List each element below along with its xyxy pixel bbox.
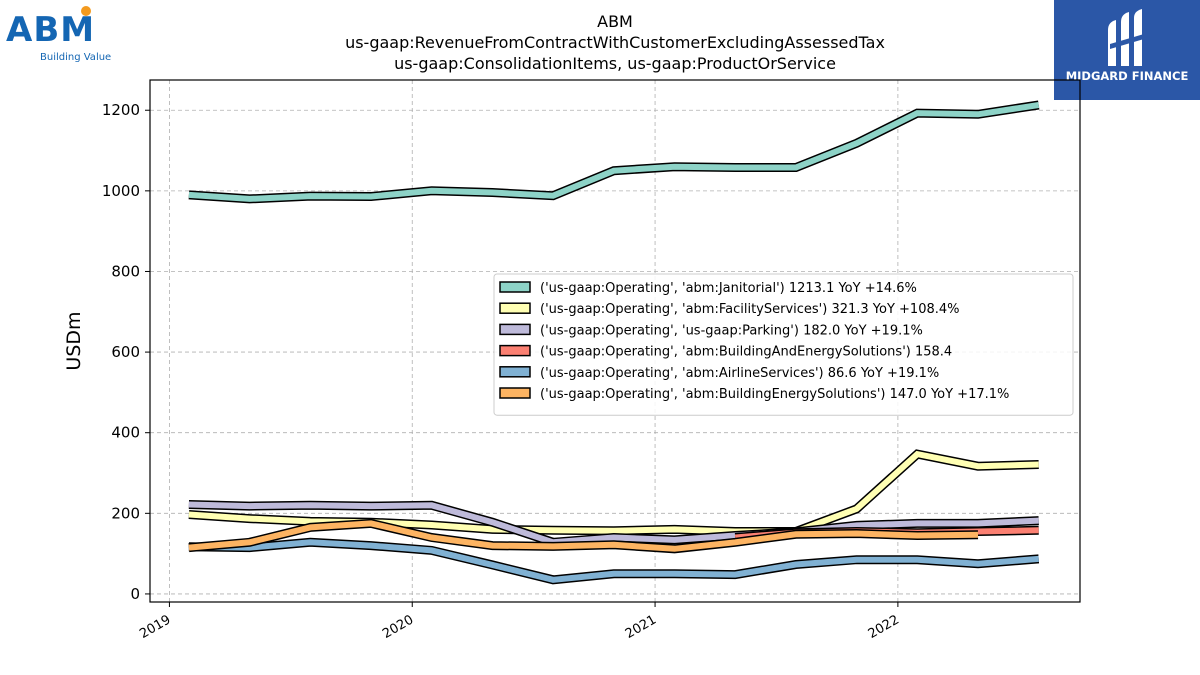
y-tick-label: 1000 xyxy=(102,182,140,200)
legend-item: ('us-gaap:Operating', 'abm:BuildingAndEn… xyxy=(499,344,952,360)
legend-item: ('us-gaap:Operating', 'us-gaap:Parking')… xyxy=(499,323,923,338)
midgard-finance-logo: MIDGARD FINANCE xyxy=(1054,0,1200,100)
series-1 xyxy=(188,100,1040,204)
midgard-finance-wordmark: MIDGARD FINANCE xyxy=(1065,69,1189,83)
y-tick-label: 0 xyxy=(130,585,140,603)
series-line xyxy=(188,539,1039,583)
legend-label: ('us-gaap:Operating', 'us-gaap:Parking')… xyxy=(540,323,923,338)
series-3 xyxy=(188,500,1039,547)
chart-title-line-3: us-gaap:ConsolidationItems, us-gaap:Prod… xyxy=(394,54,836,73)
y-tick-label: 400 xyxy=(111,424,140,442)
abm-logo-wordmark: ABM xyxy=(6,10,96,50)
chart-title-line-2: us-gaap:RevenueFromContractWithCustomerE… xyxy=(345,33,885,52)
abm-logo: ABM Building Value xyxy=(6,6,116,66)
series-line xyxy=(188,102,1040,202)
legend-item: ('us-gaap:Operating', 'abm:Janitorial') … xyxy=(499,281,917,296)
series-5 xyxy=(188,537,1040,585)
legend-label: ('us-gaap:Operating', 'abm:BuildingEnerg… xyxy=(540,387,1009,402)
y-tick-label: 800 xyxy=(111,262,140,280)
x-tick-label: 2020 xyxy=(380,612,416,642)
legend-item: ('us-gaap:Operating', 'abm:BuildingEnerg… xyxy=(499,387,1009,402)
y-tick-label: 1200 xyxy=(102,101,140,119)
chart-legend: ('us-gaap:Operating', 'abm:Janitorial') … xyxy=(493,273,1074,416)
legend-item: ('us-gaap:Operating', 'abm:FacilityServi… xyxy=(499,302,960,317)
abm-logo-tagline: Building Value xyxy=(40,52,112,63)
chart-title: ABM us-gaap:RevenueFromContractWithCustom… xyxy=(345,12,885,73)
x-axis: 2019 2020 2021 2022 xyxy=(137,602,902,642)
series-line xyxy=(188,501,1039,546)
legend-swatch xyxy=(499,323,531,336)
y-axis: 0 200 400 600 800 1000 1200 xyxy=(102,101,150,603)
legend-swatch xyxy=(499,302,531,314)
y-tick-label: 600 xyxy=(111,343,140,361)
legend-swatch xyxy=(499,344,531,357)
legend-swatch xyxy=(499,387,531,399)
x-tick-label: 2022 xyxy=(866,612,902,642)
chart-title-line-1: ABM xyxy=(597,12,633,31)
series-line xyxy=(188,520,979,552)
legend-swatch xyxy=(499,366,531,378)
series-6 xyxy=(188,518,979,554)
chart-series xyxy=(188,100,1040,585)
plot-area-frame xyxy=(149,79,1081,603)
abm-logo-dot xyxy=(81,6,91,16)
legend-label: ('us-gaap:Operating', 'abm:BuildingAndEn… xyxy=(540,345,952,360)
legend-label: ('us-gaap:Operating', 'abm:Janitorial') … xyxy=(540,281,917,296)
x-tick-label: 2019 xyxy=(137,612,173,642)
legend-box xyxy=(493,273,1074,416)
y-tick-label: 200 xyxy=(111,504,140,522)
legend-item: ('us-gaap:Operating', 'abm:AirlineServic… xyxy=(499,366,939,381)
y-axis-label: USDm xyxy=(63,311,85,370)
legend-label: ('us-gaap:Operating', 'abm:AirlineServic… xyxy=(540,366,939,381)
legend-swatch xyxy=(499,281,531,293)
x-tick-label: 2021 xyxy=(623,612,659,642)
legend-label: ('us-gaap:Operating', 'abm:FacilityServi… xyxy=(540,302,960,317)
midgard-mark-icon xyxy=(1108,9,1144,66)
